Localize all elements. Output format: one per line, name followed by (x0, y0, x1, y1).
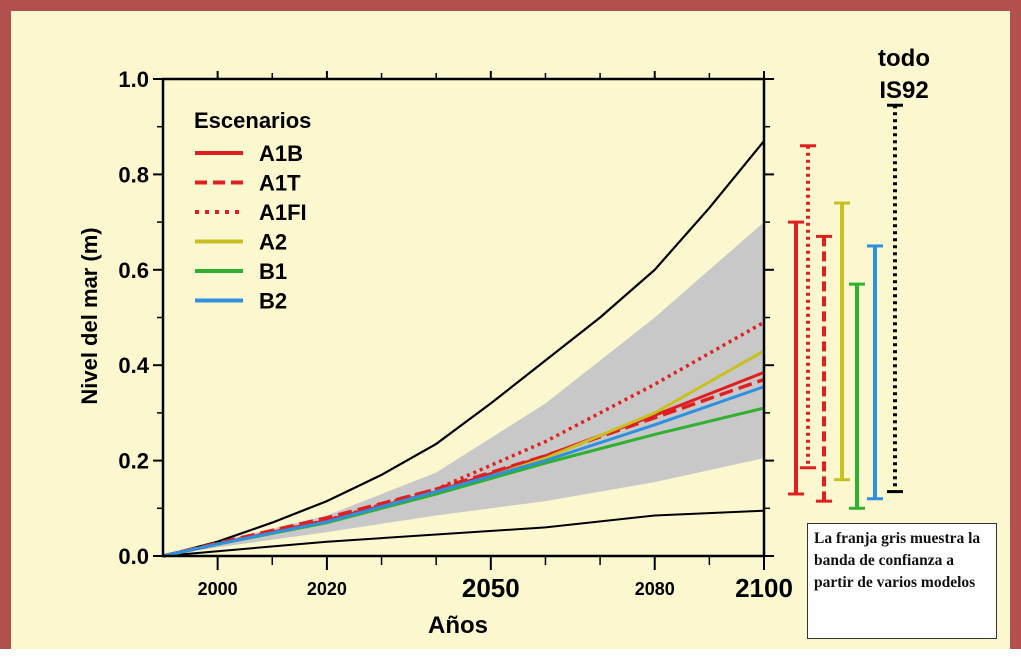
all-scenarios-label: IS92 (879, 77, 928, 104)
confidence-band (163, 222, 764, 556)
y-tick-label: 0.2 (118, 449, 149, 474)
legend-label-b1: B1 (259, 259, 287, 284)
legend-label-a1b: A1B (259, 141, 303, 166)
y-tick-label: 0.4 (118, 353, 149, 378)
sea-level-chart: 0.0 0.2 0.4 0.6 0.8 1.0 2000 2020 2050 2080 2100 Añ… (77, 45, 930, 639)
x-tick-label: 2020 (307, 579, 347, 599)
y-axis-label: Nivel del mar (m) (77, 227, 102, 404)
note-box: La franja gris muestra la banda de confi… (807, 523, 997, 639)
y-tick-label: 0.6 (118, 258, 149, 283)
y-tick-label: 0.8 (118, 162, 149, 187)
x-tick-label: 2050 (462, 573, 520, 603)
legend-label-a1fi: A1FI (259, 200, 307, 225)
series-line-a1fi (162, 320, 765, 558)
all-scenarios-label: todo (878, 45, 930, 72)
y-tick-label: 0.0 (118, 544, 149, 569)
legend-title: Escenarios (194, 108, 311, 133)
y-tick-label: 1.0 (118, 67, 149, 92)
envelope-lower-line (162, 509, 765, 557)
series-line-b2 (162, 385, 765, 558)
x-tick-label: 2100 (735, 573, 793, 603)
x-tick-label: 2080 (635, 579, 675, 599)
legend-label-b2: B2 (259, 289, 287, 314)
x-axis-label: Años (428, 612, 488, 639)
legend-label-a1t: A1T (259, 171, 301, 196)
x-tick-label: 2000 (198, 579, 238, 599)
legend-label-a2: A2 (259, 230, 287, 255)
envelope-upper-line (162, 140, 765, 558)
